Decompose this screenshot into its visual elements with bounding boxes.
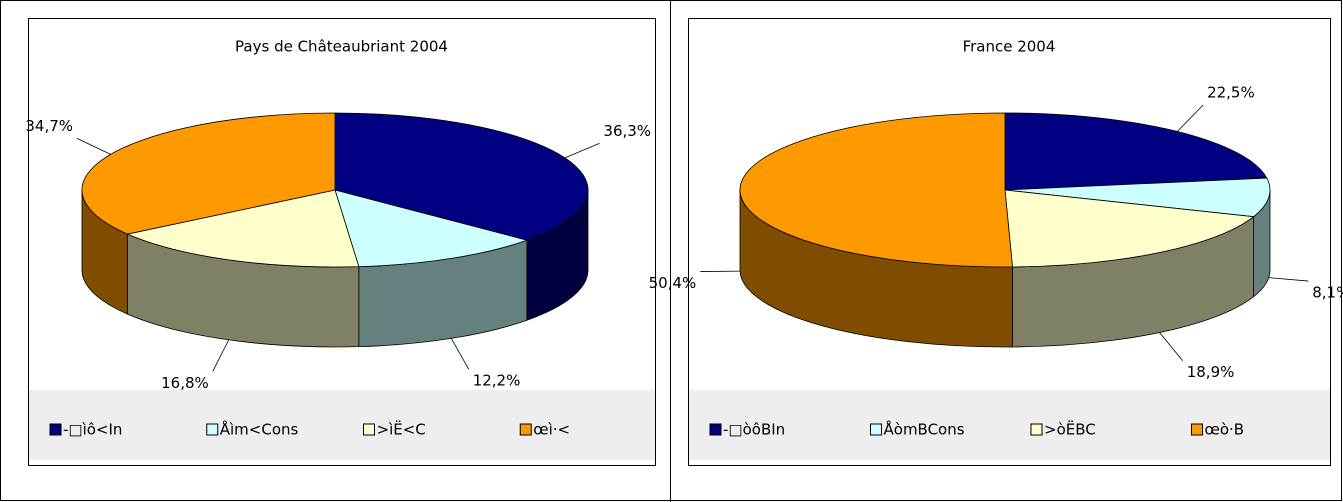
pie-slice <box>1004 177 1271 218</box>
legend-label: -□ìô<In <box>63 421 122 439</box>
pie-tops <box>739 112 1271 268</box>
legend-swatch <box>49 423 62 436</box>
leader-line <box>450 338 470 370</box>
data-label: 34,7% <box>25 117 73 135</box>
leader-line <box>564 143 600 159</box>
legend-band <box>689 390 1330 460</box>
chart-title: France 2004 <box>963 38 1056 56</box>
legend-label: œì·< <box>533 421 570 439</box>
leader-line <box>76 138 111 155</box>
pie-slice <box>81 112 336 235</box>
legend-label: Åìm<Cons <box>220 420 299 439</box>
legend-label: -□òôBIn <box>723 421 785 439</box>
legend-swatch <box>1191 423 1203 436</box>
data-label: 18,9% <box>1187 363 1235 381</box>
data-label: 36,3% <box>603 122 651 140</box>
legend-swatch <box>870 423 882 436</box>
legend-label: >ìË<C <box>377 420 426 439</box>
pie-slice <box>739 112 1013 268</box>
data-label: 16,8% <box>161 374 209 392</box>
leader-line <box>1159 332 1184 361</box>
pie-sides <box>739 189 1271 348</box>
legend-swatch <box>363 423 375 436</box>
legend-swatch <box>709 423 722 436</box>
data-label: 50,4% <box>649 274 697 292</box>
legend-swatch <box>519 423 532 436</box>
pie-slice <box>334 112 589 241</box>
pie-slice <box>126 189 360 268</box>
chart-title: Pays de Châteaubriant 2004 <box>235 38 448 56</box>
legend-label: œò·B <box>1205 421 1245 439</box>
pie-slice <box>334 189 529 268</box>
leader-line <box>1268 277 1309 282</box>
leader-line <box>212 339 230 372</box>
legend-label: ÅòmBCons <box>884 420 965 439</box>
legend-label: >òËBC <box>1044 420 1096 439</box>
leader-line <box>1176 104 1204 132</box>
legend-swatch <box>206 423 219 436</box>
data-label: 12,2% <box>473 372 521 390</box>
pie-slice <box>1004 189 1255 268</box>
data-label: 22,5% <box>1207 84 1255 102</box>
pie-sides <box>81 189 589 348</box>
legend-band <box>29 390 655 460</box>
pie-tops <box>81 112 589 268</box>
legend-swatch <box>1030 423 1043 436</box>
data-label: 8,1% <box>1312 284 1343 302</box>
